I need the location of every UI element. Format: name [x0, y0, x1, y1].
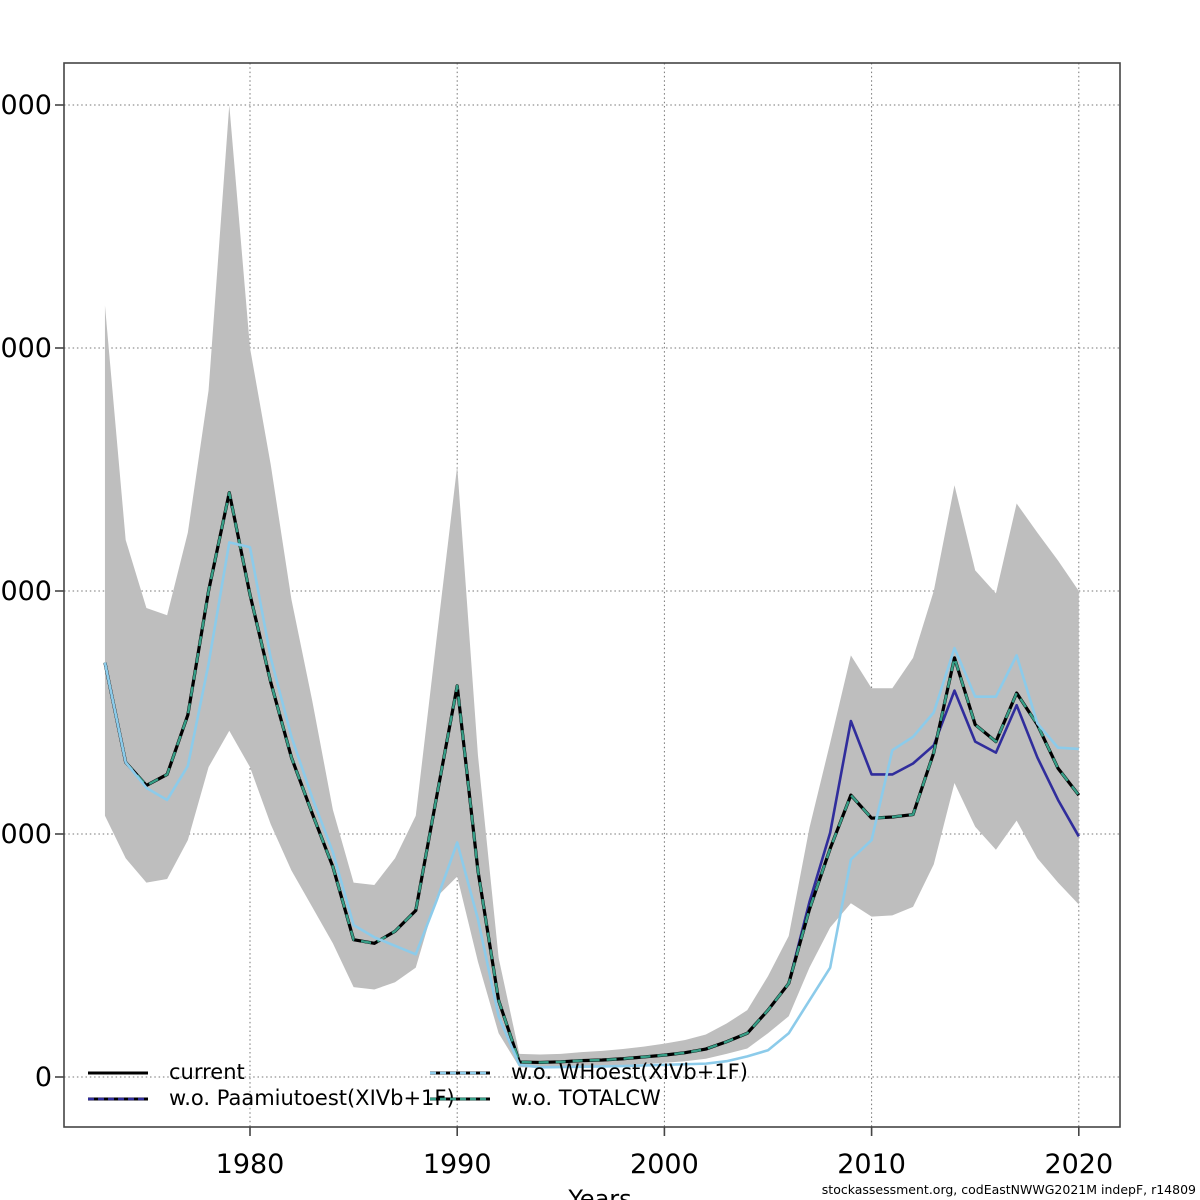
legend-item-current: current: [88, 1062, 245, 1083]
plot-border: [63, 62, 1121, 1128]
x-tick-label: 2010: [837, 1149, 906, 1180]
legend-label-totalcw: w.o. TOTALCW: [511, 1086, 661, 1110]
legend-swatch-totalcw: [430, 1097, 490, 1100]
legend-label-current: current: [169, 1060, 245, 1084]
legend-item-paamiutoest: w.o. Paamiutoest(XIVb+1F): [88, 1088, 455, 1109]
legend-label-paamiutoest: w.o. Paamiutoest(XIVb+1F): [169, 1086, 455, 1110]
legend-item-whoest: w.o. WHoest(XIVb+1F): [430, 1062, 748, 1083]
confidence-band: [104, 105, 1079, 1068]
x-tick-label: 1980: [215, 1149, 285, 1180]
x-tick-label: 2020: [1044, 1149, 1114, 1180]
legend-swatch-paamiutoest: [88, 1097, 148, 1100]
attribution-text: stockassessment.org, codEastNWWG2021M in…: [821, 1182, 1196, 1197]
x-tick-label: 2000: [630, 1149, 699, 1180]
legend-item-totalcw: w.o. TOTALCW: [430, 1088, 661, 1109]
y-tick-label: 60000: [0, 333, 52, 364]
y-tick-label: 40000: [0, 576, 52, 607]
y-tick-label: 20000: [0, 819, 52, 850]
legend-swatch-current: [88, 1071, 148, 1074]
x-axis-title: Years: [568, 1185, 632, 1200]
series-wo-totalcw: [103, 491, 1080, 1064]
legend-label-whoest: w.o. WHoest(XIVb+1F): [511, 1060, 748, 1084]
y-tick-label: 80000: [0, 90, 52, 121]
x-tick-label: 1990: [422, 1149, 492, 1180]
y-tick-label: 0: [34, 1062, 52, 1093]
series-wo-whoest: [103, 541, 1079, 1069]
legend-swatch-whoest: [430, 1071, 490, 1074]
